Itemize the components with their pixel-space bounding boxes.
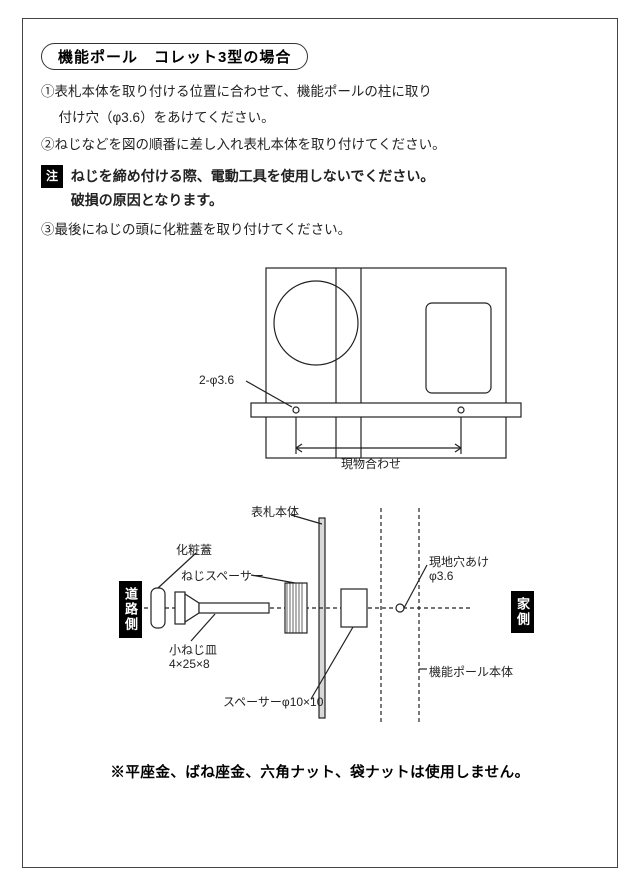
label-holes: 2-φ3.6 xyxy=(199,373,234,387)
label-drillhole-b: φ3.6 xyxy=(429,569,453,583)
label-drillhole-a: 現地穴あけ xyxy=(429,553,489,570)
label-polebody: 機能ポール本体 xyxy=(429,663,513,680)
section-header: 機能ポール コレット3型の場合 xyxy=(41,43,308,70)
label-fit: 現物合わせ xyxy=(341,455,401,472)
label-cap: 化粧蓋 xyxy=(176,541,212,558)
step-1-line1: ①表札本体を取り付ける位置に合わせて、機能ポールの柱に取り xyxy=(41,80,599,104)
label-screw-b: 4×25×8 xyxy=(169,657,210,671)
label-screw-a: 小ねじ皿 xyxy=(169,641,217,658)
step-3: ③最後にねじの頭に化粧蓋を取り付けてください。 xyxy=(41,218,599,242)
label-spacer: スペーサーφ10×10 xyxy=(223,693,323,710)
instruction-body: ①表札本体を取り付ける位置に合わせて、機能ポールの柱に取り 付け穴（φ3.6）を… xyxy=(41,80,599,243)
diagram-area: 2-φ3.6 現物合わせ 表札本体 化粧蓋 ねじスペーサー 小ねじ皿 4×25×… xyxy=(41,263,601,743)
label-screwspacer: ねじスペーサー xyxy=(181,567,264,584)
label-houseside: 家側 xyxy=(511,591,534,633)
label-plate: 表札本体 xyxy=(251,503,299,520)
caution-note: 注 ねじを締め付ける際、電動工具を使用しないでください。 破損の原因となります。 xyxy=(41,165,599,213)
step-2: ②ねじなどを図の順番に差し入れ表札本体を取り付けてください。 xyxy=(41,133,599,157)
caution-badge: 注 xyxy=(41,165,63,189)
label-roadside: 道路側 xyxy=(119,581,142,638)
caution-line1: ねじを締め付ける際、電動工具を使用しないでください。 xyxy=(71,168,435,184)
bottom-note: ※平座金、ばね座金、六角ナット、袋ナットは使用しません。 xyxy=(41,761,599,782)
step-1-line2: 付け穴（φ3.6）をあけてください。 xyxy=(41,106,599,130)
diagram-svg xyxy=(41,263,601,743)
caution-line2: 破損の原因となります。 xyxy=(71,192,223,208)
